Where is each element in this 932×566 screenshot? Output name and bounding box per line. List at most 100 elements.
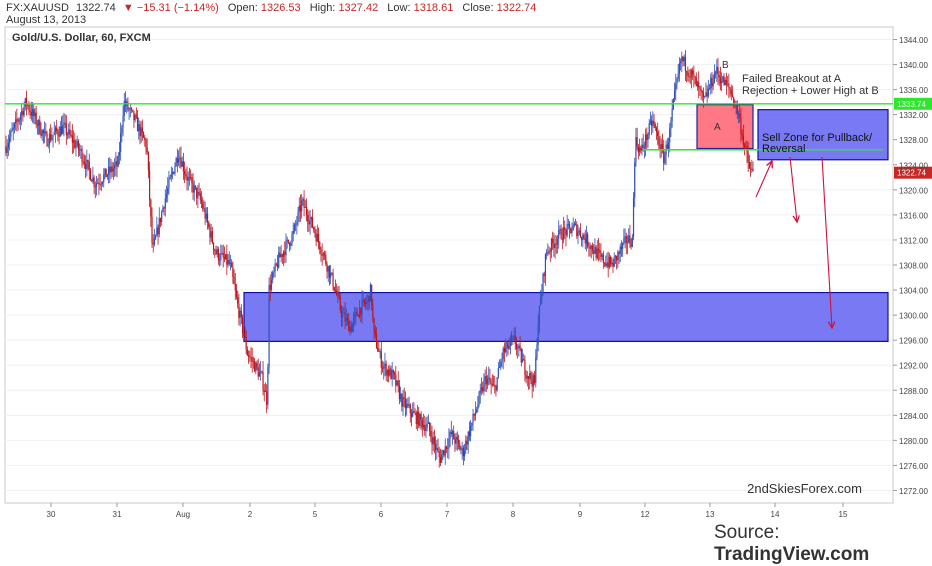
candle-body xyxy=(355,311,357,315)
x-tick-label: 9 xyxy=(578,510,583,519)
candle-body xyxy=(12,127,14,130)
candle-body xyxy=(173,172,175,174)
candle-body xyxy=(418,411,420,426)
candle-body xyxy=(745,146,747,148)
candle-body xyxy=(332,272,334,287)
candle-body xyxy=(264,391,267,393)
candle-body xyxy=(678,63,680,74)
candle-body xyxy=(217,249,219,261)
candle-body xyxy=(200,199,203,203)
candle-body xyxy=(345,317,347,322)
candle-body xyxy=(664,155,666,164)
candle-body xyxy=(461,447,463,450)
candle-body xyxy=(129,108,131,110)
candle-body xyxy=(350,326,352,332)
candle-body xyxy=(506,342,508,348)
close-value: 1322.74 xyxy=(496,2,537,14)
note-sell-2: Reversal xyxy=(762,143,805,155)
candle-body xyxy=(168,178,170,188)
candle-body xyxy=(247,355,250,357)
candle-body xyxy=(479,390,481,394)
candle-body xyxy=(174,166,176,174)
note-failed-1: Failed Breakout at A xyxy=(742,73,842,85)
y-tick-label: 1312.00 xyxy=(899,236,928,245)
candle-body xyxy=(41,130,43,136)
candle-body xyxy=(654,124,656,128)
note-sell-1: Sell Zone for Pullback/ xyxy=(762,132,873,144)
candle-body xyxy=(590,245,592,249)
candle-body xyxy=(460,449,462,451)
y-tick-label: 1292.00 xyxy=(899,362,928,371)
candle-body xyxy=(701,90,703,93)
low-value: 1318.61 xyxy=(413,2,454,14)
candle-body xyxy=(228,260,230,264)
candle-body xyxy=(95,183,98,187)
candle-body xyxy=(724,80,726,86)
candle-body xyxy=(613,257,615,267)
candle-body xyxy=(322,253,324,256)
candle-body xyxy=(584,238,586,244)
candle-body xyxy=(121,127,123,134)
candle-body xyxy=(356,311,358,316)
candle-body xyxy=(544,254,547,276)
candle-body xyxy=(667,142,670,149)
candle-body xyxy=(741,133,743,136)
candle-body xyxy=(719,77,722,84)
candle-body xyxy=(21,111,23,116)
candle-body xyxy=(44,131,46,134)
candle-body xyxy=(419,414,421,426)
candle-body xyxy=(13,123,16,128)
price-chart[interactable]: 1333.74 1322.74 A B Failed Breakout at AReje… xyxy=(0,0,932,550)
candle-body xyxy=(269,284,271,290)
candle-body xyxy=(203,208,205,210)
candle-body xyxy=(542,273,544,293)
candle-body xyxy=(471,422,473,427)
candle-body xyxy=(708,88,711,90)
high-label: High: xyxy=(309,2,336,14)
candle-body xyxy=(75,145,77,148)
candle-body xyxy=(245,337,247,350)
candle-body xyxy=(152,243,154,245)
candle-body xyxy=(541,292,543,299)
candle-body xyxy=(366,301,368,304)
candle-body xyxy=(114,165,116,169)
candle-body xyxy=(579,230,582,237)
candle-body xyxy=(652,120,654,126)
candle-body xyxy=(620,246,623,249)
candle-body xyxy=(237,297,239,304)
candle-body xyxy=(631,236,633,247)
candle-body xyxy=(400,394,402,400)
candle-body xyxy=(188,176,191,178)
candle-body xyxy=(634,162,636,198)
symbol: FX:XAUUSD xyxy=(6,2,69,14)
candle-body xyxy=(723,76,725,86)
candle-body xyxy=(477,404,479,410)
candle-body xyxy=(89,169,92,180)
candle-body xyxy=(459,443,461,450)
candle-body xyxy=(54,127,57,133)
candle-body xyxy=(15,119,17,124)
candle-body xyxy=(443,450,445,456)
candle-body xyxy=(290,243,292,246)
y-tick-label: 1324.00 xyxy=(899,161,928,170)
candle-body xyxy=(249,356,251,358)
candle-body xyxy=(262,372,264,390)
candle-body xyxy=(111,166,113,172)
candle-body xyxy=(216,249,218,255)
candle-body xyxy=(77,141,80,150)
candle-body xyxy=(331,272,333,274)
candle-body xyxy=(186,176,188,181)
candle-body xyxy=(617,252,619,261)
candle-body xyxy=(199,193,201,200)
candle-body xyxy=(523,359,525,361)
candle-body xyxy=(427,422,429,424)
candle-body xyxy=(395,374,397,386)
candle-body xyxy=(165,193,168,199)
down-arrow-icon: ▼ xyxy=(122,2,134,14)
candle-body xyxy=(596,248,598,259)
candle-body xyxy=(503,348,506,352)
candle-body xyxy=(298,205,300,212)
candle-body xyxy=(151,216,153,244)
candle-body xyxy=(424,424,426,432)
candle-body xyxy=(512,336,514,340)
